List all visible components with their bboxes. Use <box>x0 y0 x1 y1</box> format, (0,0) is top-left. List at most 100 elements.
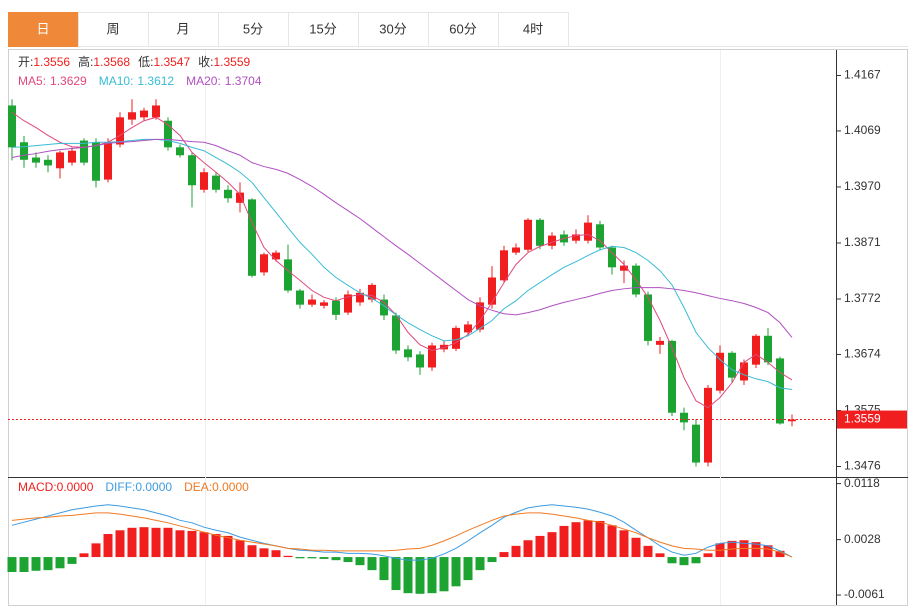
ohlc-value: 1.3556 <box>33 55 70 69</box>
candle-body <box>692 424 700 463</box>
macd-bar <box>7 557 17 573</box>
tab[interactable]: 日 <box>8 12 79 47</box>
tab-label[interactable]: 周 <box>106 21 119 36</box>
tab[interactable]: 月 <box>148 12 219 47</box>
candle-body <box>248 199 256 276</box>
last-price-label: 1.3559 <box>844 412 881 426</box>
candle-body <box>236 192 244 203</box>
y-tick-label: -0.0061 <box>844 587 885 601</box>
tab[interactable]: 4时 <box>498 12 569 47</box>
tab[interactable]: 5分 <box>218 12 289 47</box>
candle-body <box>788 419 796 422</box>
ma-value: 1.3612 <box>137 74 174 88</box>
candle-body <box>104 142 112 180</box>
candle-body <box>584 222 592 241</box>
macd-bar <box>547 532 557 558</box>
macd-bar <box>667 557 677 564</box>
y-tick-label: 1.4069 <box>844 123 881 137</box>
candle-body <box>188 155 196 186</box>
macd-bar <box>175 530 185 558</box>
macd-bar <box>103 534 113 558</box>
macd-bar <box>367 557 377 571</box>
macd-bar <box>247 545 257 558</box>
macd-bar <box>775 550 785 558</box>
candle-body <box>752 335 760 365</box>
macd-bar <box>595 520 605 558</box>
macd-bar <box>499 552 509 558</box>
tab-label[interactable]: 日 <box>36 21 49 36</box>
ohlc-key: 低: <box>138 55 153 69</box>
macd-bar <box>535 535 545 558</box>
candle-body <box>596 224 604 248</box>
tab-bg[interactable] <box>358 12 429 47</box>
chart-frame <box>8 49 908 606</box>
macd-bar <box>151 527 161 558</box>
macd-bar <box>439 557 449 592</box>
tab-label[interactable]: 30分 <box>379 21 406 36</box>
macd-bar <box>67 557 77 564</box>
candle-body <box>20 142 28 160</box>
candle-body <box>728 352 736 378</box>
tab[interactable]: 周 <box>78 12 149 47</box>
macd-bar <box>127 527 137 558</box>
candle-body <box>200 172 208 190</box>
tab-bg[interactable] <box>78 12 149 47</box>
macd-bar <box>43 557 53 571</box>
macd-bar <box>511 545 521 558</box>
ma-legend: MA5: 1.3629 MA10: 1.3612 MA20: 1.3704 <box>18 74 262 88</box>
tab-label[interactable]: 60分 <box>449 21 476 36</box>
macd-bar <box>187 530 197 558</box>
candle-body <box>116 117 124 145</box>
y-tick-label: 1.3970 <box>844 179 881 193</box>
candle-body <box>488 277 496 305</box>
tab-bg[interactable] <box>8 12 79 47</box>
candle-body <box>512 247 520 253</box>
candle-body <box>548 235 556 246</box>
tab[interactable]: 30分 <box>358 12 429 47</box>
macd-bar <box>415 557 425 594</box>
candle-body <box>536 219 544 246</box>
macd-bar <box>31 557 41 571</box>
candle-body <box>44 159 52 166</box>
tab-bg[interactable] <box>218 12 289 47</box>
tab-label[interactable]: 月 <box>176 21 189 36</box>
candle-body <box>572 234 580 241</box>
macd-bar <box>115 530 125 558</box>
candle-body <box>440 344 448 350</box>
macd-bar <box>319 557 329 559</box>
candle-body <box>356 292 364 303</box>
tab-label[interactable]: 5分 <box>243 21 263 36</box>
macd-name: MACD: <box>18 480 57 494</box>
candle-body <box>260 254 268 273</box>
tab-label[interactable]: 15分 <box>309 21 336 36</box>
macd-bar <box>619 530 629 558</box>
macd-bar <box>139 527 149 558</box>
candle-body <box>320 302 328 306</box>
tab[interactable]: 60分 <box>428 12 499 47</box>
macd-bar <box>763 545 773 558</box>
candle-body <box>644 294 652 341</box>
candle-body <box>680 412 688 423</box>
y-tick-label: 1.3674 <box>844 347 881 361</box>
candle-body <box>380 299 388 316</box>
candle-body <box>620 265 628 271</box>
ohlc-key: 高: <box>78 54 93 69</box>
tab-bg[interactable] <box>498 12 569 47</box>
macd-bar <box>163 527 173 558</box>
macd-value: 0.0000 <box>57 480 94 494</box>
candle-body <box>452 327 460 349</box>
macd-bar <box>271 550 281 558</box>
macd-bar <box>331 557 341 561</box>
tab-label[interactable]: 4时 <box>523 21 543 36</box>
candle-body <box>392 315 400 351</box>
candle-body <box>224 189 232 199</box>
tab[interactable]: 15分 <box>288 12 359 47</box>
macd-bar <box>463 557 473 581</box>
y-tick-label: 1.4167 <box>844 68 881 82</box>
tab-bg[interactable] <box>148 12 219 47</box>
ma-name: MA20: <box>186 74 221 88</box>
candle-body <box>524 219 532 250</box>
candle-body <box>368 284 376 300</box>
candle-body <box>68 150 76 163</box>
